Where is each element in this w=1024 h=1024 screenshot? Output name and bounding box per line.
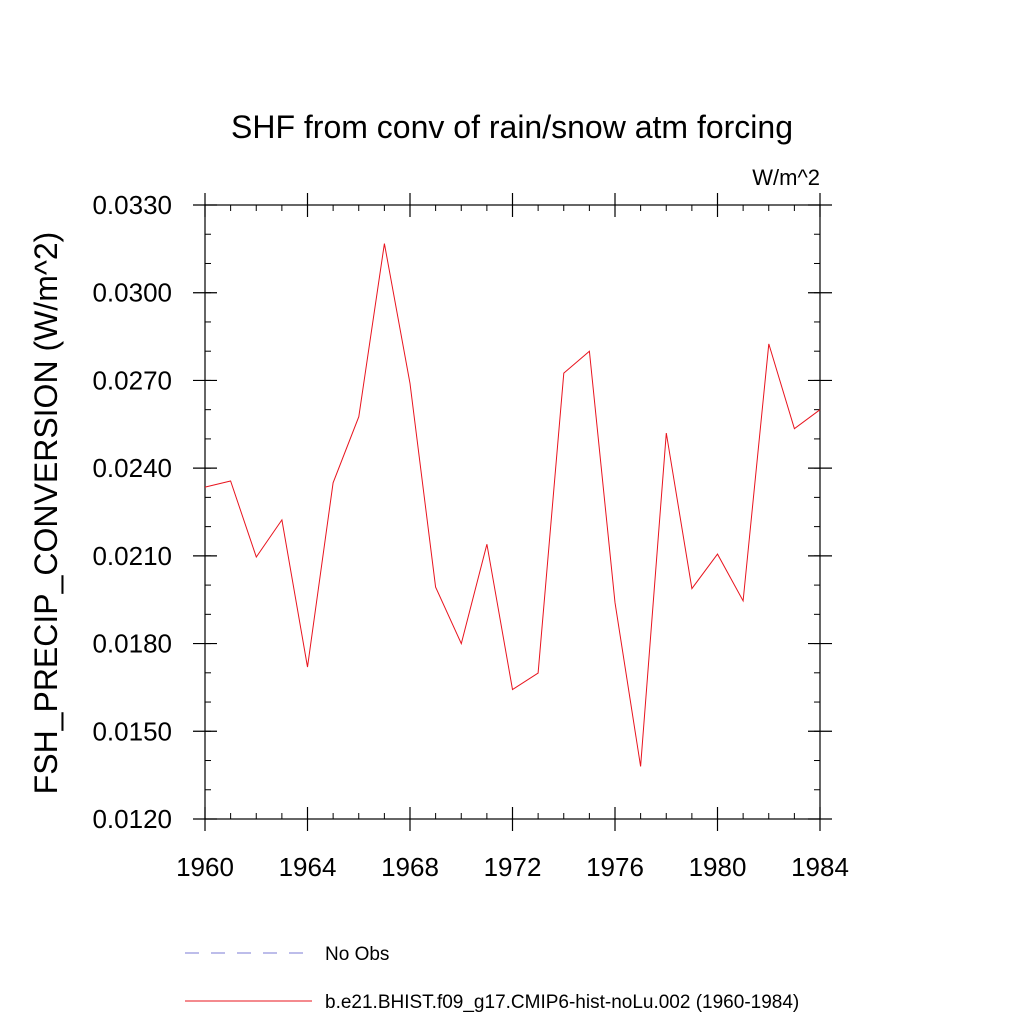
plot-frame (204, 204, 821, 820)
chart-title: SHF from conv of rain/snow atm forcing (231, 109, 793, 145)
y-tick-label: 0.0240 (92, 453, 172, 483)
units-label: W/m^2 (752, 165, 820, 190)
y-tick-label: 0.0120 (92, 804, 172, 834)
y-tick-label: 0.0180 (92, 629, 172, 659)
x-tick-label: 1984 (791, 852, 849, 882)
x-tick-label: 1980 (689, 852, 747, 882)
legend: No Obs b.e21.BHIST.f09_g17.CMIP6-hist-no… (185, 944, 799, 1013)
y-axis: 0.0120 0.0150 0.0180 0.0210 0.0240 0.0270 0.03… (92, 190, 832, 834)
y-tick-label: 0.0270 (92, 365, 172, 395)
legend-label-no-obs: No Obs (325, 944, 389, 965)
x-tick-label: 1960 (176, 852, 234, 882)
x-tick-label: 1964 (279, 852, 337, 882)
series-layer (204, 243, 821, 767)
minor-ticks (204, 204, 821, 820)
y-tick-label: 0.0150 (92, 716, 172, 746)
x-tick-label: 1968 (381, 852, 439, 882)
y-axis-label: FSH_PRECIP_CONVERSION (W/m^2) (28, 232, 64, 795)
legend-label-model-run: b.e21.BHIST.f09_g17.CMIP6-hist-noLu.002 … (325, 992, 799, 1013)
x-tick-label: 1972 (484, 852, 542, 882)
x-tick-label: 1976 (586, 852, 644, 882)
y-tick-label: 0.0210 (92, 541, 172, 571)
series-line (204, 243, 821, 767)
y-tick-label: 0.0330 (92, 190, 172, 220)
y-tick-label: 0.0300 (92, 278, 172, 308)
x-axis: 1960 1964 1968 1972 1976 1980 1984 (176, 193, 849, 882)
